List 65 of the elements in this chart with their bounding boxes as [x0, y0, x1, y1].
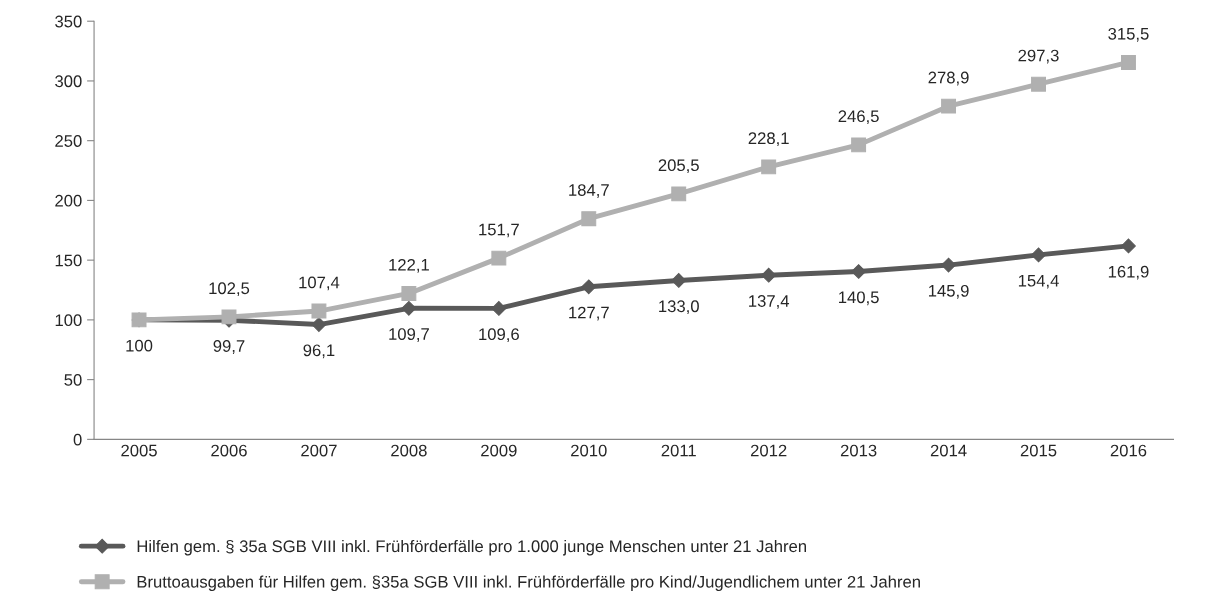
y-tick-label: 250	[55, 135, 82, 147]
x-tick-label: 2016	[1110, 444, 1147, 457]
data-label: 109,7	[389, 328, 429, 342]
x-tick-label: 2013	[840, 444, 877, 457]
point	[311, 303, 327, 319]
data-label: 102,5	[209, 282, 250, 297]
legend-label: Hilfen gem. § 35a SGB VIII inkl. Frühförderfälle pro 1.000 junge Menschen unter 21 Jahren	[137, 539, 806, 556]
x-tick-label: 2011	[661, 444, 696, 457]
x-tick-label: 2009	[481, 444, 517, 457]
point	[1121, 54, 1136, 70]
data-label: 127,7	[569, 306, 609, 321]
y-tick-label: 100	[55, 314, 82, 327]
point	[401, 300, 417, 316]
data-label: 315,5	[1108, 27, 1149, 42]
x-tick-label: 2010	[571, 444, 607, 457]
data-label: 145,9	[928, 284, 969, 299]
y-tick-label: 300	[55, 75, 82, 88]
point	[1031, 76, 1046, 92]
x-tick-label: 2015	[1020, 444, 1057, 457]
data-label: 122,1	[389, 258, 429, 273]
data-label: 184,7	[569, 184, 609, 198]
point	[311, 317, 327, 332]
point	[671, 186, 687, 202]
x-tick-label: 2008	[391, 444, 427, 457]
data-label: 99,7	[213, 340, 245, 354]
point	[941, 257, 956, 273]
point	[761, 159, 777, 175]
point	[581, 279, 597, 295]
data-label: 151,7	[479, 223, 519, 238]
point	[671, 273, 687, 288]
data-label: 140,5	[839, 291, 879, 306]
data-label: 107,4	[299, 276, 340, 291]
y-tick-label: 150	[55, 254, 82, 267]
y-tick-label: 350	[55, 15, 82, 28]
point	[581, 211, 597, 227]
y-tick-label: 50	[64, 374, 82, 386]
point	[491, 301, 507, 316]
data-label: 96,1	[303, 344, 335, 359]
legend-label: Bruttoausgaben für Hilfen gem. §35a SGB VIII inkl. Frühförderfälle pro Kind/Jugendlichem unter 21 Jahren	[137, 575, 920, 591]
y-tick-label: 0	[73, 433, 82, 446]
data-label: 246,5	[838, 110, 879, 125]
x-tick-label: 2006	[211, 444, 247, 457]
data-label: 278,9	[928, 71, 969, 86]
x-tick-label: 2005	[121, 444, 157, 457]
x-tick-label: 2014	[930, 444, 967, 457]
point	[851, 137, 867, 153]
data-label: 100	[126, 339, 153, 352]
x-tick-label: 2007	[301, 444, 337, 457]
point	[761, 267, 777, 283]
point	[491, 250, 507, 266]
data-label: 228,1	[748, 132, 789, 147]
x-tick-label: 2012	[750, 444, 787, 457]
data-label: 297,3	[1018, 49, 1059, 64]
data-label: 154,4	[1018, 274, 1059, 289]
point	[1121, 238, 1136, 254]
point	[851, 264, 867, 279]
data-label: 137,4	[749, 295, 790, 309]
y-tick-label: 200	[55, 194, 82, 207]
data-label: 205,5	[658, 159, 699, 174]
point	[941, 98, 957, 114]
data-label: 109,6	[479, 328, 519, 343]
data-label: 133,0	[659, 300, 699, 315]
point	[401, 286, 417, 301]
point	[1031, 247, 1046, 263]
data-label: 161,9	[1108, 265, 1149, 280]
